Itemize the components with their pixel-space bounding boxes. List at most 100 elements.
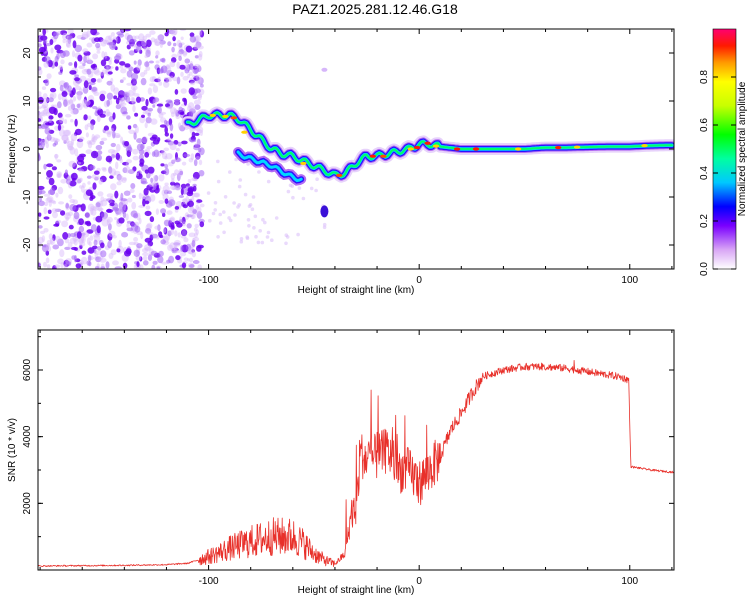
noise-point	[42, 93, 48, 100]
noise-point	[108, 35, 113, 41]
noise-point	[38, 118, 41, 122]
noise-point	[54, 61, 59, 67]
noise-point	[91, 137, 97, 143]
hot-spot	[453, 147, 461, 151]
noise-point	[100, 266, 106, 269]
noise-point	[124, 63, 131, 68]
noise-point	[166, 79, 172, 82]
noise-point	[131, 97, 136, 106]
noise-point	[188, 205, 194, 214]
noise-point	[74, 61, 78, 69]
noise-point	[131, 201, 137, 210]
noise-point	[84, 124, 89, 131]
noise-point	[51, 208, 58, 213]
noise-point	[239, 239, 244, 244]
noise-point	[192, 106, 196, 112]
noise-point	[149, 216, 155, 223]
noise-point	[72, 199, 78, 205]
noise-point	[175, 255, 181, 261]
hot-spot	[554, 145, 562, 150]
spectrogram-ylabel: Frequency (Hz)	[7, 115, 18, 184]
hot-spot	[432, 144, 440, 148]
noise-point	[155, 55, 159, 59]
noise-point	[77, 155, 85, 163]
noise-point	[98, 206, 103, 212]
noise-point	[171, 248, 178, 254]
noise-point	[41, 235, 46, 243]
noise-point	[157, 76, 161, 83]
noise-point	[190, 153, 195, 161]
noise-point	[146, 184, 153, 191]
noise-point	[145, 148, 151, 152]
noise-point	[213, 201, 218, 205]
x-tick-label: -100	[199, 275, 219, 286]
figure-title: PAZ1.2025.281.12.46.G18	[292, 1, 458, 17]
noise-point	[164, 126, 168, 134]
noise-point	[65, 39, 71, 48]
noise-point	[70, 133, 78, 142]
noise-point	[38, 185, 45, 190]
noise-point	[60, 179, 67, 184]
noise-point	[63, 263, 68, 269]
noise-point	[191, 213, 195, 220]
noise-point	[78, 218, 84, 226]
noise-point	[167, 106, 173, 110]
noise-point	[188, 79, 195, 84]
noise-point	[211, 211, 216, 216]
noise-point	[183, 257, 189, 261]
noise-point	[74, 85, 82, 90]
noise-point	[48, 199, 52, 207]
noise-point	[243, 192, 248, 197]
noise-point	[141, 248, 149, 253]
noise-point	[46, 134, 52, 141]
noise-point	[68, 160, 76, 168]
noise-point	[169, 216, 176, 224]
noise-point	[53, 108, 58, 116]
noise-point	[110, 183, 117, 191]
noise-point	[123, 202, 127, 210]
noise-point	[296, 232, 300, 237]
noise-point	[48, 233, 53, 240]
noise-point	[94, 70, 101, 76]
noise-point	[157, 34, 165, 42]
noise-point	[169, 229, 175, 236]
noise-point	[265, 235, 270, 239]
noise-point	[43, 163, 47, 170]
noise-point	[57, 124, 62, 131]
noise-point	[188, 102, 195, 110]
noise-point	[266, 230, 271, 235]
noise-point	[107, 148, 116, 154]
noise-point	[48, 177, 55, 186]
noise-point	[167, 230, 172, 237]
noise-point	[185, 45, 193, 53]
noise-point	[252, 226, 256, 230]
noise-point	[49, 187, 56, 196]
noise-point	[130, 72, 139, 81]
noise-point	[198, 53, 203, 61]
noise-point	[122, 167, 128, 174]
noise-point	[199, 221, 205, 228]
noise-point	[160, 208, 167, 214]
noise-point	[64, 238, 70, 244]
noise-point	[96, 246, 102, 251]
noise-point	[43, 61, 49, 68]
noise-point	[144, 61, 150, 68]
noise-point	[163, 147, 170, 152]
noise-point	[181, 229, 187, 237]
noise-point	[206, 191, 211, 195]
noise-point	[187, 105, 192, 112]
noise-point	[69, 147, 76, 155]
noise-point	[193, 44, 199, 50]
noise-point	[56, 101, 62, 109]
noise-point	[114, 55, 121, 61]
noise-point	[136, 261, 140, 268]
noise-point	[173, 246, 178, 254]
noise-point	[122, 77, 126, 81]
noise-point	[152, 175, 157, 183]
noise-point	[137, 59, 142, 66]
noise-point	[55, 235, 61, 243]
noise-point	[93, 91, 100, 96]
noise-point	[46, 170, 53, 178]
noise-point	[114, 266, 122, 269]
noise-point	[115, 134, 121, 138]
